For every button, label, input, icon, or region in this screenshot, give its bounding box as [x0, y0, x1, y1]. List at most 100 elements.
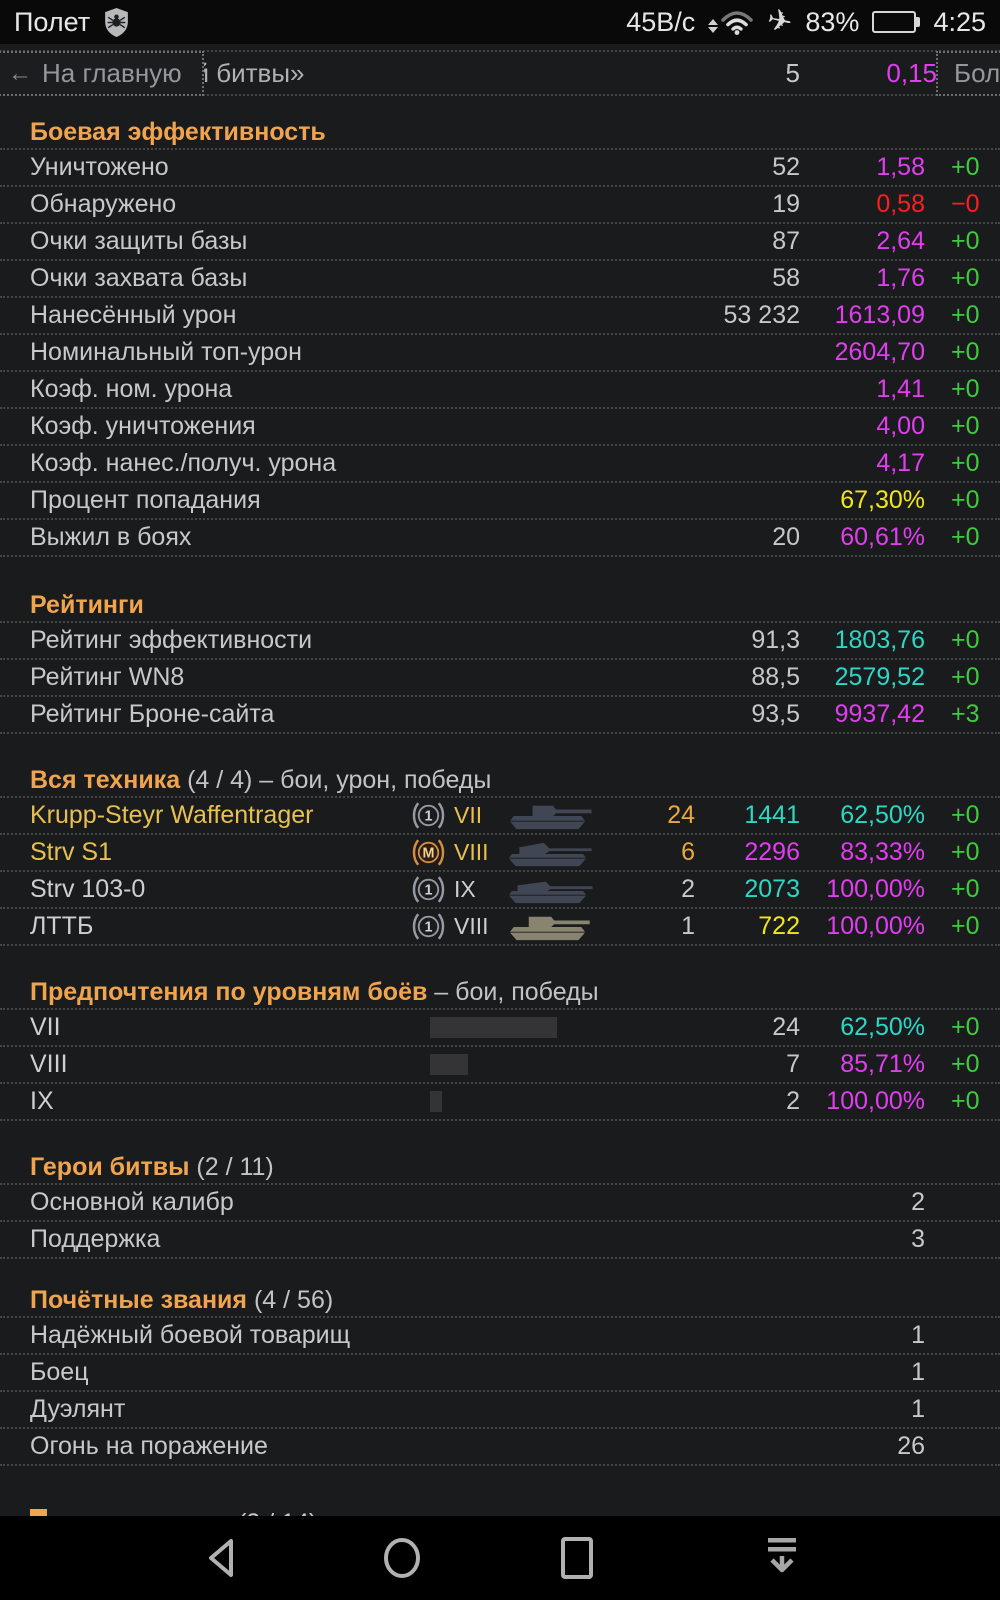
section-subtitle: – бои, победы: [427, 978, 599, 1006]
row-value: 4,00: [876, 412, 925, 440]
row-delta: +0: [951, 801, 980, 829]
back-to-main-label: На главную: [42, 58, 182, 88]
vehicle-tier: VIII: [454, 839, 489, 865]
row-value: 3: [911, 1225, 925, 1253]
row-delta: −0: [951, 190, 980, 218]
tank-silhouette-icon: [500, 912, 600, 942]
next-section-header-partial: (3 / 14): [0, 1509, 1000, 1516]
section-count: (4 / 56): [253, 1286, 334, 1314]
network-speed-label: 45В/с: [626, 6, 696, 37]
android-nav-bar: [0, 1516, 1000, 1600]
vehicle-tier: VIII: [454, 913, 489, 939]
battery-percent-label: 83%: [805, 6, 860, 37]
row-label: Обнаружено: [30, 190, 177, 218]
back-icon[interactable]: [201, 1535, 243, 1581]
tier-row: VII 24 62,50% +0: [0, 1010, 1000, 1047]
row-label: Процент попадания: [30, 486, 261, 514]
row-delta: +0: [951, 375, 980, 403]
row-delta: +3: [951, 700, 980, 728]
vehicle-row: ЛТТБ 1 VIII 1 722 100,00% +0: [0, 909, 1000, 946]
row-label: Рейтинг WN8: [30, 663, 185, 691]
row-label: Очки захвата базы: [30, 264, 248, 292]
row-delta: +0: [951, 912, 980, 940]
vehicle-link[interactable]: ЛТТБ: [30, 912, 94, 940]
wifi-icon: [708, 9, 754, 35]
row-value: 100,00%: [826, 1087, 925, 1115]
row-value: 26: [897, 1432, 925, 1460]
row-value: 85,71%: [840, 1050, 925, 1078]
row-count: 24: [772, 1013, 800, 1041]
vehicle-battles: 6: [681, 838, 695, 866]
more-button[interactable]: Боль: [936, 51, 1000, 96]
home-icon[interactable]: [380, 1535, 424, 1581]
section-vehicles: Вся техника (4 / 4) – бои, урон, победы …: [0, 765, 1000, 946]
tank-silhouette-icon: [500, 875, 600, 905]
vehicle-damage: 2296: [744, 838, 800, 866]
next-section-count: (3 / 14): [238, 1509, 317, 1516]
vehicle-battles: 2: [681, 875, 695, 903]
row-value: 1,58: [876, 153, 925, 181]
row-label: Уничтожено: [30, 153, 169, 181]
row-value: 2: [911, 1188, 925, 1216]
section-header: Герои битвы (2 / 11): [0, 1152, 1000, 1185]
table-row: Обнаружено 19 0,58 −0: [0, 187, 1000, 224]
row-count: 58: [772, 264, 800, 292]
vehicle-link[interactable]: Strv S1: [30, 838, 112, 866]
row-count: 5: [785, 57, 800, 88]
row-delta: +0: [951, 412, 980, 440]
section-count: (4 / 4): [187, 766, 253, 794]
section-ratings: Рейтинги Рейтинг эффективности 91,3 1803…: [0, 590, 1000, 734]
table-row: Рейтинг эффективности 91,3 1803,76 +0: [0, 623, 1000, 660]
tier-battles-bar: [430, 1091, 442, 1112]
section-header: Предпочтения по уровням боёв – бои, побе…: [0, 977, 1000, 1010]
row-value: 1,41: [876, 375, 925, 403]
row-value: 60,61%: [840, 523, 925, 551]
vehicle-link[interactable]: Krupp-Steyr Waffentrager: [30, 801, 314, 829]
data-activity-icon: [708, 19, 719, 33]
row-count: 53 232: [723, 301, 800, 329]
vehicle-damage: 2073: [744, 875, 800, 903]
row-value: 0,15: [886, 57, 937, 88]
mastery-badge-icon: M: [410, 834, 454, 871]
tier-battles-bar: [430, 1054, 468, 1075]
drweb-shield-icon: [105, 7, 128, 37]
section-title: Почётные звания: [30, 1286, 248, 1314]
vehicle-winrate: 83,33%: [840, 838, 925, 866]
row-label: Коэф. уничтожения: [30, 412, 256, 440]
row-value: 9937,42: [834, 700, 925, 728]
battery-icon: [872, 11, 921, 33]
more-button-label: Боль: [954, 58, 1000, 88]
tier-row: VIII 7 85,71% +0: [0, 1047, 1000, 1084]
table-row: Дуэлянт 1: [0, 1392, 1000, 1429]
row-label: Боец: [30, 1358, 89, 1386]
row-delta: +0: [951, 838, 980, 866]
row-value: 1: [911, 1321, 925, 1349]
row-count: 2: [786, 1087, 800, 1115]
mastery-badge-icon: 1: [410, 871, 454, 908]
recents-icon[interactable]: [559, 1535, 595, 1581]
row-value: 2579,52: [834, 663, 925, 691]
row-value: 67,30%: [840, 486, 925, 514]
row-count: 88,5: [751, 663, 800, 691]
mastery-badge-icon: 1: [410, 797, 454, 834]
clock-label: 4:25: [933, 6, 986, 37]
svg-text:1: 1: [425, 809, 433, 825]
back-to-main-button[interactable]: ← На главную: [0, 51, 204, 96]
section-title: Герои битвы: [30, 1153, 190, 1181]
section-title: Вся техника: [30, 766, 181, 794]
vehicle-link[interactable]: Strv 103-0: [30, 875, 146, 903]
row-delta: +0: [951, 486, 980, 514]
table-row: Рейтинг Броне-сайта 93,5 9937,42 +3: [0, 697, 1000, 734]
row-label: Рейтинг эффективности: [30, 626, 313, 654]
hide-navbar-icon[interactable]: [762, 1536, 802, 1580]
table-row: Боец 1: [0, 1355, 1000, 1392]
row-delta: +0: [951, 227, 980, 255]
carrier-label: Полет: [14, 6, 91, 37]
section-title: Рейтинги: [30, 591, 144, 619]
table-row: Рейтинг WN8 88,5 2579,52 +0: [0, 660, 1000, 697]
row-delta: +0: [951, 1087, 980, 1115]
section-tier-preferences: Предпочтения по уровням боёв – бои, побе…: [0, 977, 1000, 1121]
section-title: Предпочтения по уровням боёв: [30, 978, 428, 1006]
row-value: 1: [911, 1395, 925, 1423]
